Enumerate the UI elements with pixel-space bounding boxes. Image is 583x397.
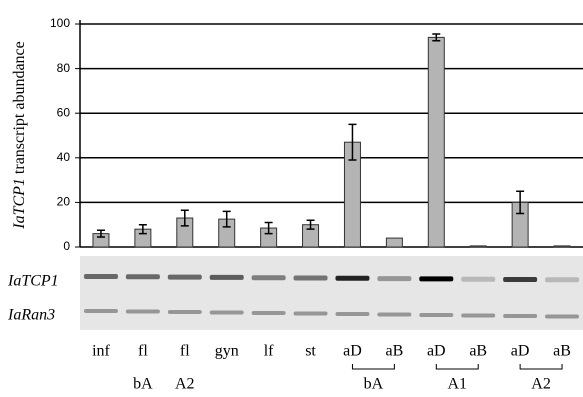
y-label-rest: transcript abundance [11, 41, 28, 174]
x-tick-label: gyn [215, 343, 239, 360]
x-tick-label: aB [553, 343, 571, 360]
gel-band [335, 276, 369, 281]
gel-band [377, 313, 411, 317]
gel-band [210, 311, 244, 315]
y-axis-label: IaTCP1 transcript abundance [11, 41, 28, 230]
x-tick-label: st [305, 343, 316, 360]
y-tick-label: 100 [50, 16, 70, 30]
group-label: A2 [531, 376, 551, 393]
gel-band [252, 311, 286, 315]
x-tick-label: aB [469, 343, 487, 360]
gel-band [126, 310, 160, 314]
gel-band [84, 274, 118, 279]
bracket [520, 364, 562, 369]
x-tick-label: fl [138, 343, 148, 360]
bar [470, 246, 486, 247]
x-tick-label: aD [427, 343, 446, 360]
bracket [436, 364, 478, 369]
gel-band [126, 274, 160, 279]
gel-band [294, 276, 328, 281]
gel-row-label: IaRan3 [7, 307, 55, 324]
gel-band [545, 315, 579, 319]
bar [428, 37, 444, 247]
gel-band [168, 310, 202, 314]
gel-band [419, 313, 453, 317]
gel-band [294, 312, 328, 316]
bar [386, 238, 402, 247]
gel-band [252, 275, 286, 280]
sublabel: A2 [175, 376, 195, 393]
bar [554, 246, 570, 247]
gel-band [419, 276, 453, 281]
gel-band [84, 309, 118, 313]
x-tick-label: aD [343, 343, 362, 360]
y-tick-label: 20 [57, 195, 71, 209]
gel-band [461, 314, 495, 318]
x-tick-label: aD [511, 343, 530, 360]
x-tick-label: lf [264, 343, 274, 360]
chart: IaTCP1 transcript abundance 0 20 40 60 80 100… [0, 0, 583, 397]
y-label-gene: IaTCP1 [11, 178, 28, 230]
y-tick-label: 0 [63, 239, 70, 253]
gel-band [168, 275, 202, 280]
x-tick-label: aB [385, 343, 403, 360]
gel-background [80, 256, 583, 330]
gel-band [461, 277, 495, 282]
gel-band [545, 277, 579, 282]
gel-band [377, 276, 411, 281]
x-tick-label: inf [92, 343, 110, 360]
y-tick-label: 80 [57, 61, 71, 75]
group-label: bA [364, 376, 384, 393]
gel-band [335, 312, 369, 316]
gel-band [210, 275, 244, 280]
group-label: A1 [447, 376, 467, 393]
y-tick-label: 60 [57, 105, 71, 119]
y-tick-label: 40 [57, 150, 71, 164]
x-tick-label: fl [180, 343, 190, 360]
gel-row-label: IaTCP1 [7, 273, 59, 290]
sublabel: bA [133, 376, 153, 393]
bracket [352, 364, 394, 369]
gel-band [503, 277, 537, 282]
gel-band [503, 314, 537, 318]
